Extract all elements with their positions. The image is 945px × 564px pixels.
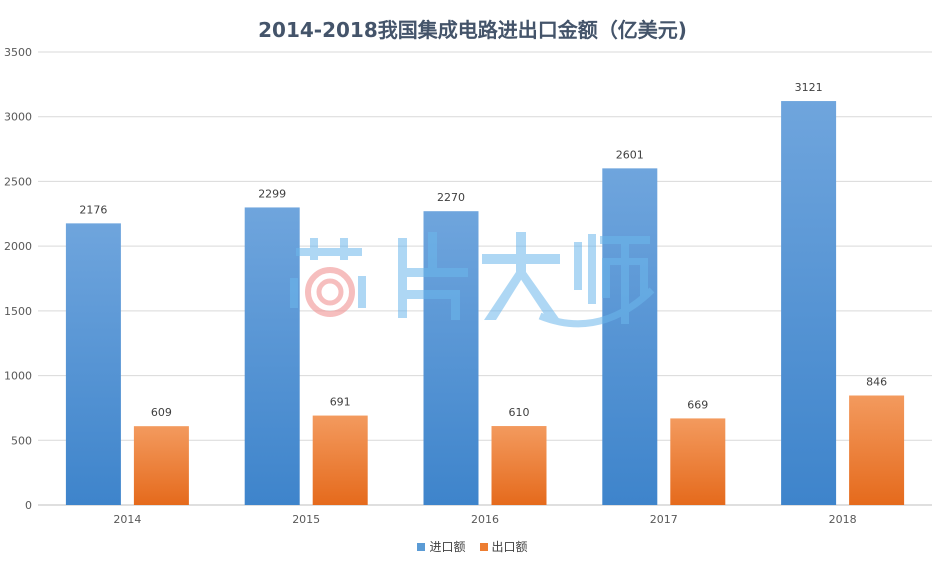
data-label: 2601 [616, 148, 644, 161]
y-tick-label: 3000 [4, 111, 32, 124]
legend-swatch-import [417, 542, 426, 551]
x-tick-label: 2017 [650, 513, 678, 526]
watermark-logo [290, 232, 655, 328]
data-label: 610 [509, 406, 530, 419]
data-label: 3121 [795, 81, 823, 94]
bar-export[interactable] [491, 426, 547, 505]
x-tick-label: 2015 [292, 513, 320, 526]
bar-export[interactable] [312, 415, 368, 505]
x-tick-label: 2018 [829, 513, 857, 526]
y-tick-label: 0 [25, 499, 32, 512]
y-tick-label: 1500 [4, 305, 32, 318]
legend-item-import[interactable]: 进口额 [417, 538, 466, 555]
legend-swatch-export [479, 542, 488, 551]
bar-export[interactable] [133, 426, 189, 505]
legend-label-import: 进口额 [429, 540, 466, 554]
legend-item-export[interactable]: 出口额 [479, 538, 528, 555]
chart-title: 2014-2018我国集成电路进出口金额（亿美元) [258, 18, 687, 42]
data-label: 2176 [79, 203, 107, 216]
data-label: 609 [151, 406, 172, 419]
x-tick-label: 2016 [471, 513, 499, 526]
data-label: 846 [866, 376, 887, 389]
y-tick-label: 2500 [4, 175, 32, 188]
y-tick-label: 2000 [4, 240, 32, 253]
data-label: 669 [687, 398, 708, 411]
bar-import[interactable] [781, 101, 837, 505]
data-label: 2299 [258, 187, 286, 200]
x-tick-label: 2014 [113, 513, 141, 526]
y-tick-label: 3500 [4, 46, 32, 59]
bar-export[interactable] [849, 395, 905, 505]
bar-import[interactable] [602, 168, 658, 505]
chart-legend: 进口额 出口额 [0, 538, 945, 555]
bar-import[interactable] [244, 207, 300, 505]
bar-import[interactable] [65, 223, 121, 505]
y-tick-label: 1000 [4, 370, 32, 383]
bar-export[interactable] [670, 418, 726, 505]
data-label: 691 [330, 396, 351, 409]
y-tick-label: 500 [11, 434, 32, 447]
data-label: 2270 [437, 191, 465, 204]
legend-label-export: 出口额 [491, 540, 528, 554]
